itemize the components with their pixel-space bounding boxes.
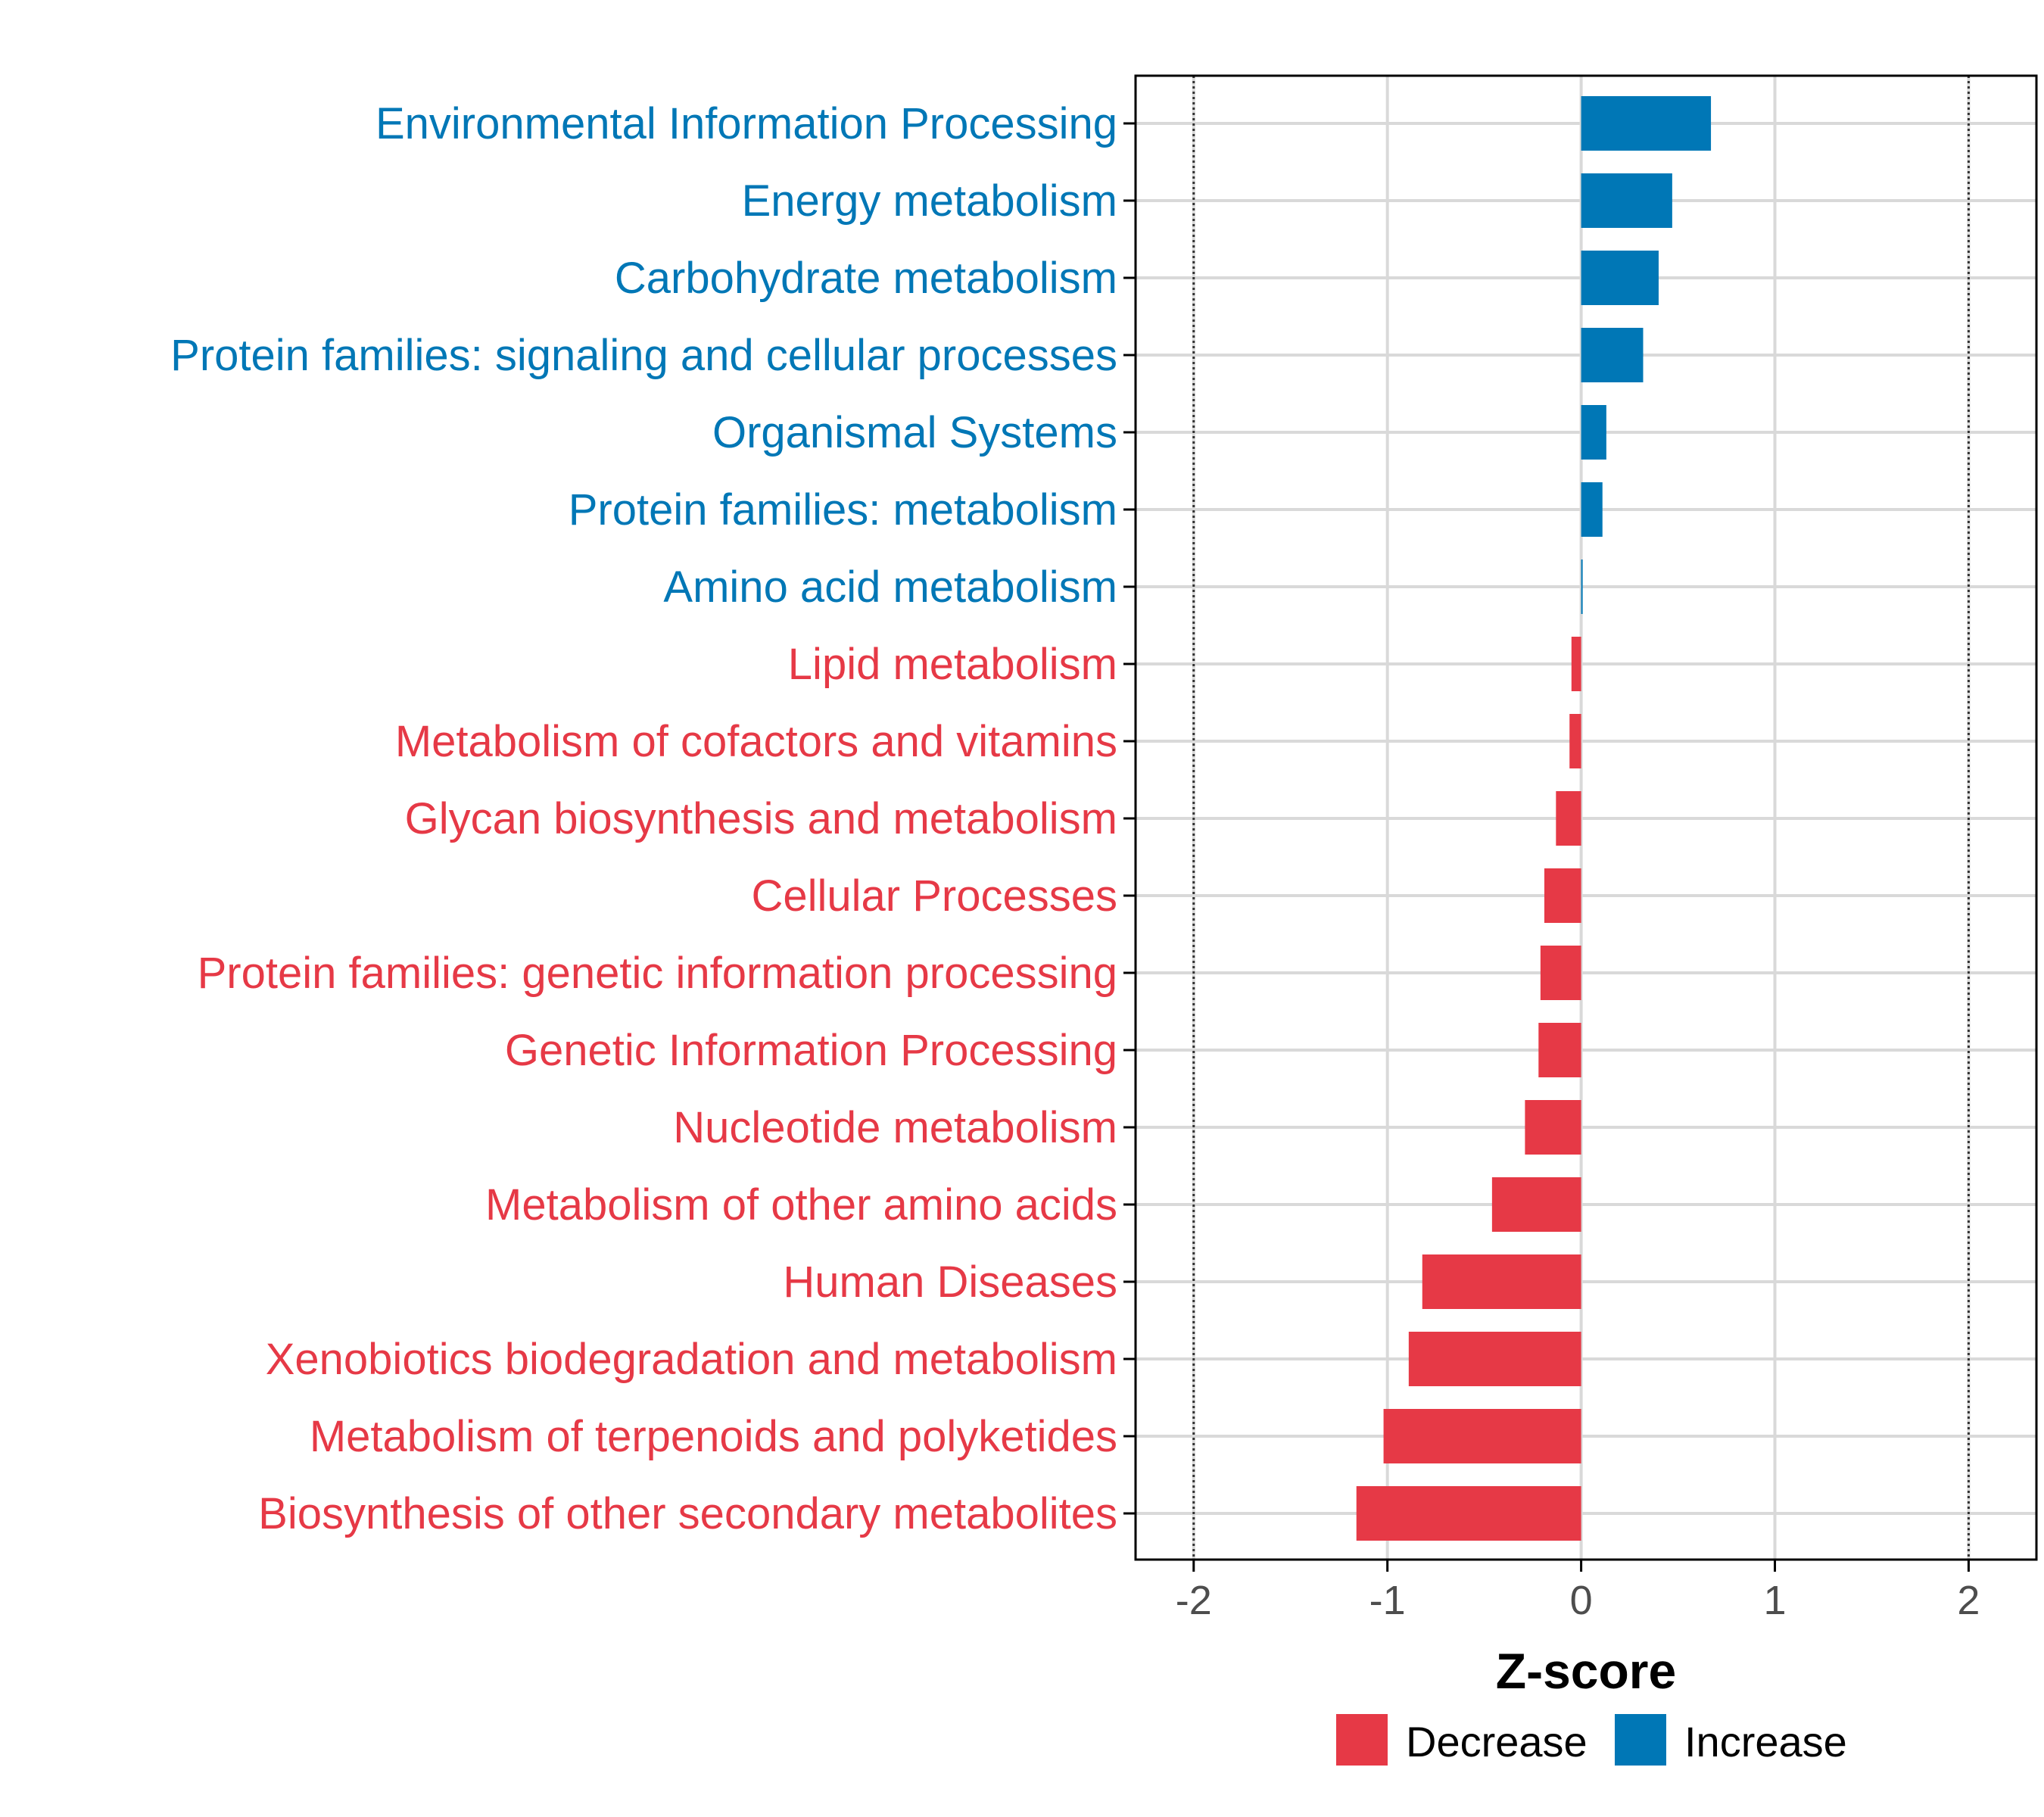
bar (1491, 1177, 1581, 1232)
bar (1569, 714, 1581, 768)
category-label: Xenobiotics biodegradation and metabolis… (266, 1335, 1117, 1384)
bar (1544, 868, 1581, 923)
x-tick-label: -1 (1369, 1578, 1406, 1623)
bar (1571, 637, 1581, 691)
legend-label-decrease: Decrease (1406, 1718, 1588, 1766)
category-label: Protein families: genetic information pr… (198, 949, 1117, 998)
bar (1581, 405, 1606, 460)
category-label: Metabolism of terpenoids and polyketides (310, 1412, 1117, 1461)
category-label: Nucleotide metabolism (673, 1103, 1117, 1152)
bar (1383, 1409, 1581, 1463)
bar (1525, 1100, 1581, 1155)
x-axis-title: Z-score (1496, 1643, 1676, 1699)
bar (1581, 96, 1712, 151)
x-tick-label: 2 (1957, 1578, 1980, 1623)
bar (1556, 791, 1581, 846)
legend-swatch-decrease (1336, 1714, 1388, 1766)
bar (1581, 482, 1603, 537)
category-label: Amino acid metabolism (663, 563, 1117, 612)
category-label: Biosynthesis of other secondary metaboli… (258, 1489, 1117, 1538)
reference-lines (1192, 76, 1970, 1560)
x-tick-label: 0 (1570, 1578, 1593, 1623)
category-label: Lipid metabolism (788, 640, 1117, 689)
bar (1538, 1023, 1581, 1077)
bar (1408, 1332, 1581, 1386)
category-label: Environmental Information Processing (375, 99, 1117, 148)
bar (1581, 328, 1644, 382)
grid-lines (1136, 76, 2036, 1560)
bar (1540, 946, 1581, 1000)
x-tick-label: 1 (1763, 1578, 1786, 1623)
bar (1581, 559, 1583, 614)
category-label: Glycan biosynthesis and metabolism (405, 794, 1117, 843)
legend-label-increase: Increase (1684, 1718, 1847, 1766)
legend-swatch-increase (1615, 1714, 1666, 1766)
category-label: Metabolism of other amino acids (485, 1180, 1117, 1230)
x-axis-ticks: -2 -1 0 1 2 (1176, 1560, 1980, 1623)
category-label: Organismal Systems (712, 408, 1117, 457)
category-label: Protein families: signaling and cellular… (170, 331, 1117, 380)
legend: Decrease Increase (1336, 1714, 1847, 1766)
category-label: Human Diseases (783, 1258, 1117, 1307)
category-label: Genetic Information Processing (505, 1026, 1117, 1075)
x-tick-label: -2 (1176, 1578, 1212, 1623)
bar (1422, 1254, 1581, 1309)
bars (1356, 96, 1712, 1541)
bar (1581, 251, 1659, 305)
category-label: Cellular Processes (751, 871, 1117, 921)
category-label: Protein families: metabolism (569, 485, 1117, 535)
y-axis-ticks: Environmental Information Processing Ener… (170, 99, 1136, 1538)
bar (1581, 173, 1672, 228)
bar (1356, 1486, 1581, 1541)
category-label: Energy metabolism (742, 176, 1117, 226)
category-label: Carbohydrate metabolism (615, 254, 1117, 303)
category-label: Metabolism of cofactors and vitamins (395, 717, 1117, 766)
